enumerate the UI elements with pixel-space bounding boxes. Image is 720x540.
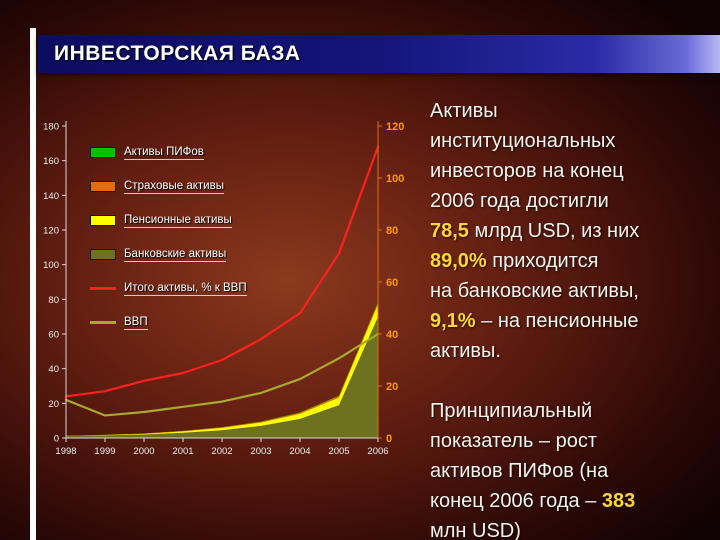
svg-text:20: 20 [48, 399, 59, 410]
body-text: Активы институциональных инвесторов на кон… [430, 96, 716, 540]
legend-swatch-line [90, 287, 116, 290]
legend-swatch-line [90, 321, 116, 324]
text-line: институциональных [430, 126, 716, 156]
svg-text:140: 140 [43, 191, 59, 202]
paragraph: Принципиальный показатель – рост активов П… [430, 396, 716, 540]
text-line: на банковские активы, [430, 276, 716, 306]
text-segment: млн USD) [430, 520, 521, 540]
text-segment: Принципиальный [430, 400, 593, 422]
text-segment: – на пенсионные [475, 310, 639, 332]
legend-swatch-area [90, 215, 116, 226]
svg-text:0: 0 [54, 434, 59, 445]
text-segment: 2006 года достигли [430, 190, 609, 212]
legend-label: Пенсионные активы [124, 213, 232, 228]
svg-text:180: 180 [43, 122, 59, 133]
left-accent-bar [30, 28, 36, 540]
text-segment: конец 2006 года – [430, 490, 602, 512]
svg-text:100: 100 [386, 173, 404, 185]
slide-title: ИНВЕСТОРСКАЯ БАЗА [54, 42, 301, 65]
text-line: активы. [430, 336, 716, 366]
svg-text:2001: 2001 [172, 446, 193, 457]
svg-text:2003: 2003 [250, 446, 271, 457]
legend-item: Банковские активы [90, 244, 247, 265]
legend-label: Банковские активы [124, 247, 227, 262]
legend-swatch-area [90, 147, 116, 158]
text-segment: активов ПИФов (на [430, 460, 609, 482]
highlight-value: 383 [601, 490, 636, 512]
text-segment: показатель – рост [430, 430, 598, 452]
text-line: активов ПИФов (на [430, 456, 716, 486]
legend-label: Итого активы, % к ВВП [124, 281, 247, 296]
chart-svg: 0 20 40 60 80 100 120 140 160 180 0 20 40 60 80 100 120 1… [43, 121, 404, 457]
legend-item: Итого активы, % к ВВП [90, 278, 247, 299]
svg-text:40: 40 [386, 329, 398, 341]
text-segment: активы. [430, 340, 501, 362]
highlight-value: 78,5 [430, 220, 469, 242]
svg-text:20: 20 [386, 381, 398, 393]
svg-text:160: 160 [43, 156, 59, 167]
text-segment: млрд USD, из них [468, 220, 640, 242]
legend-swatch-area [90, 181, 116, 192]
svg-text:0: 0 [386, 433, 392, 445]
text-line: показатель – рост [430, 426, 716, 456]
legend-item: Пенсионные активы [90, 210, 247, 231]
svg-text:2002: 2002 [211, 446, 232, 457]
svg-text:60: 60 [48, 330, 59, 341]
text-line: 89,0% приходится [430, 246, 716, 276]
legend-item: ВВП [90, 312, 247, 333]
legend-label: Страховые активы [124, 179, 224, 194]
svg-text:2004: 2004 [289, 446, 310, 457]
text-line: млн USD) [430, 516, 716, 540]
highlight-value: 9,1% [430, 310, 476, 332]
svg-text:2000: 2000 [133, 446, 154, 457]
text-line: 78,5 млрд USD, из них [430, 216, 716, 246]
svg-text:120: 120 [43, 226, 59, 237]
legend-swatch-area [90, 249, 116, 260]
legend-item: Активы ПИФов [90, 142, 247, 163]
text-line: конец 2006 года – 383 [430, 486, 716, 516]
text-segment: приходится [486, 250, 599, 272]
svg-text:100: 100 [43, 260, 59, 271]
svg-text:40: 40 [48, 364, 59, 375]
text-line: 2006 года достигли [430, 186, 716, 216]
svg-text:1999: 1999 [94, 446, 115, 457]
svg-text:80: 80 [48, 295, 59, 306]
legend-label: ВВП [124, 315, 148, 330]
title-bar: ИНВЕСТОРСКАЯ БАЗА [38, 35, 720, 73]
text-line: 9,1% – на пенсионные [430, 306, 716, 336]
legend-item: Страховые активы [90, 176, 247, 197]
text-segment: институциональных [430, 130, 616, 152]
svg-text:2006: 2006 [367, 446, 388, 457]
svg-text:120: 120 [386, 121, 404, 133]
svg-text:60: 60 [386, 277, 398, 289]
assets-chart: 0 20 40 60 80 100 120 140 160 180 0 20 40 60 80 100 120 1… [34, 106, 464, 476]
svg-text:1998: 1998 [55, 446, 76, 457]
legend-label: Активы ПИФов [124, 145, 204, 160]
paragraph: Активы институциональных инвесторов на кон… [430, 96, 716, 366]
text-segment: на банковские активы, [430, 280, 639, 302]
text-segment: инвесторов на конец [430, 160, 624, 182]
highlight-value: 89,0% [430, 250, 487, 272]
svg-text:80: 80 [386, 225, 398, 237]
text-line: инвесторов на конец [430, 156, 716, 186]
text-segment: Активы [430, 100, 498, 122]
text-line: Активы [430, 96, 716, 126]
svg-text:2005: 2005 [328, 446, 349, 457]
text-line: Принципиальный [430, 396, 716, 426]
chart-legend: Активы ПИФов Страховые активы Пенсионные а… [90, 142, 247, 333]
